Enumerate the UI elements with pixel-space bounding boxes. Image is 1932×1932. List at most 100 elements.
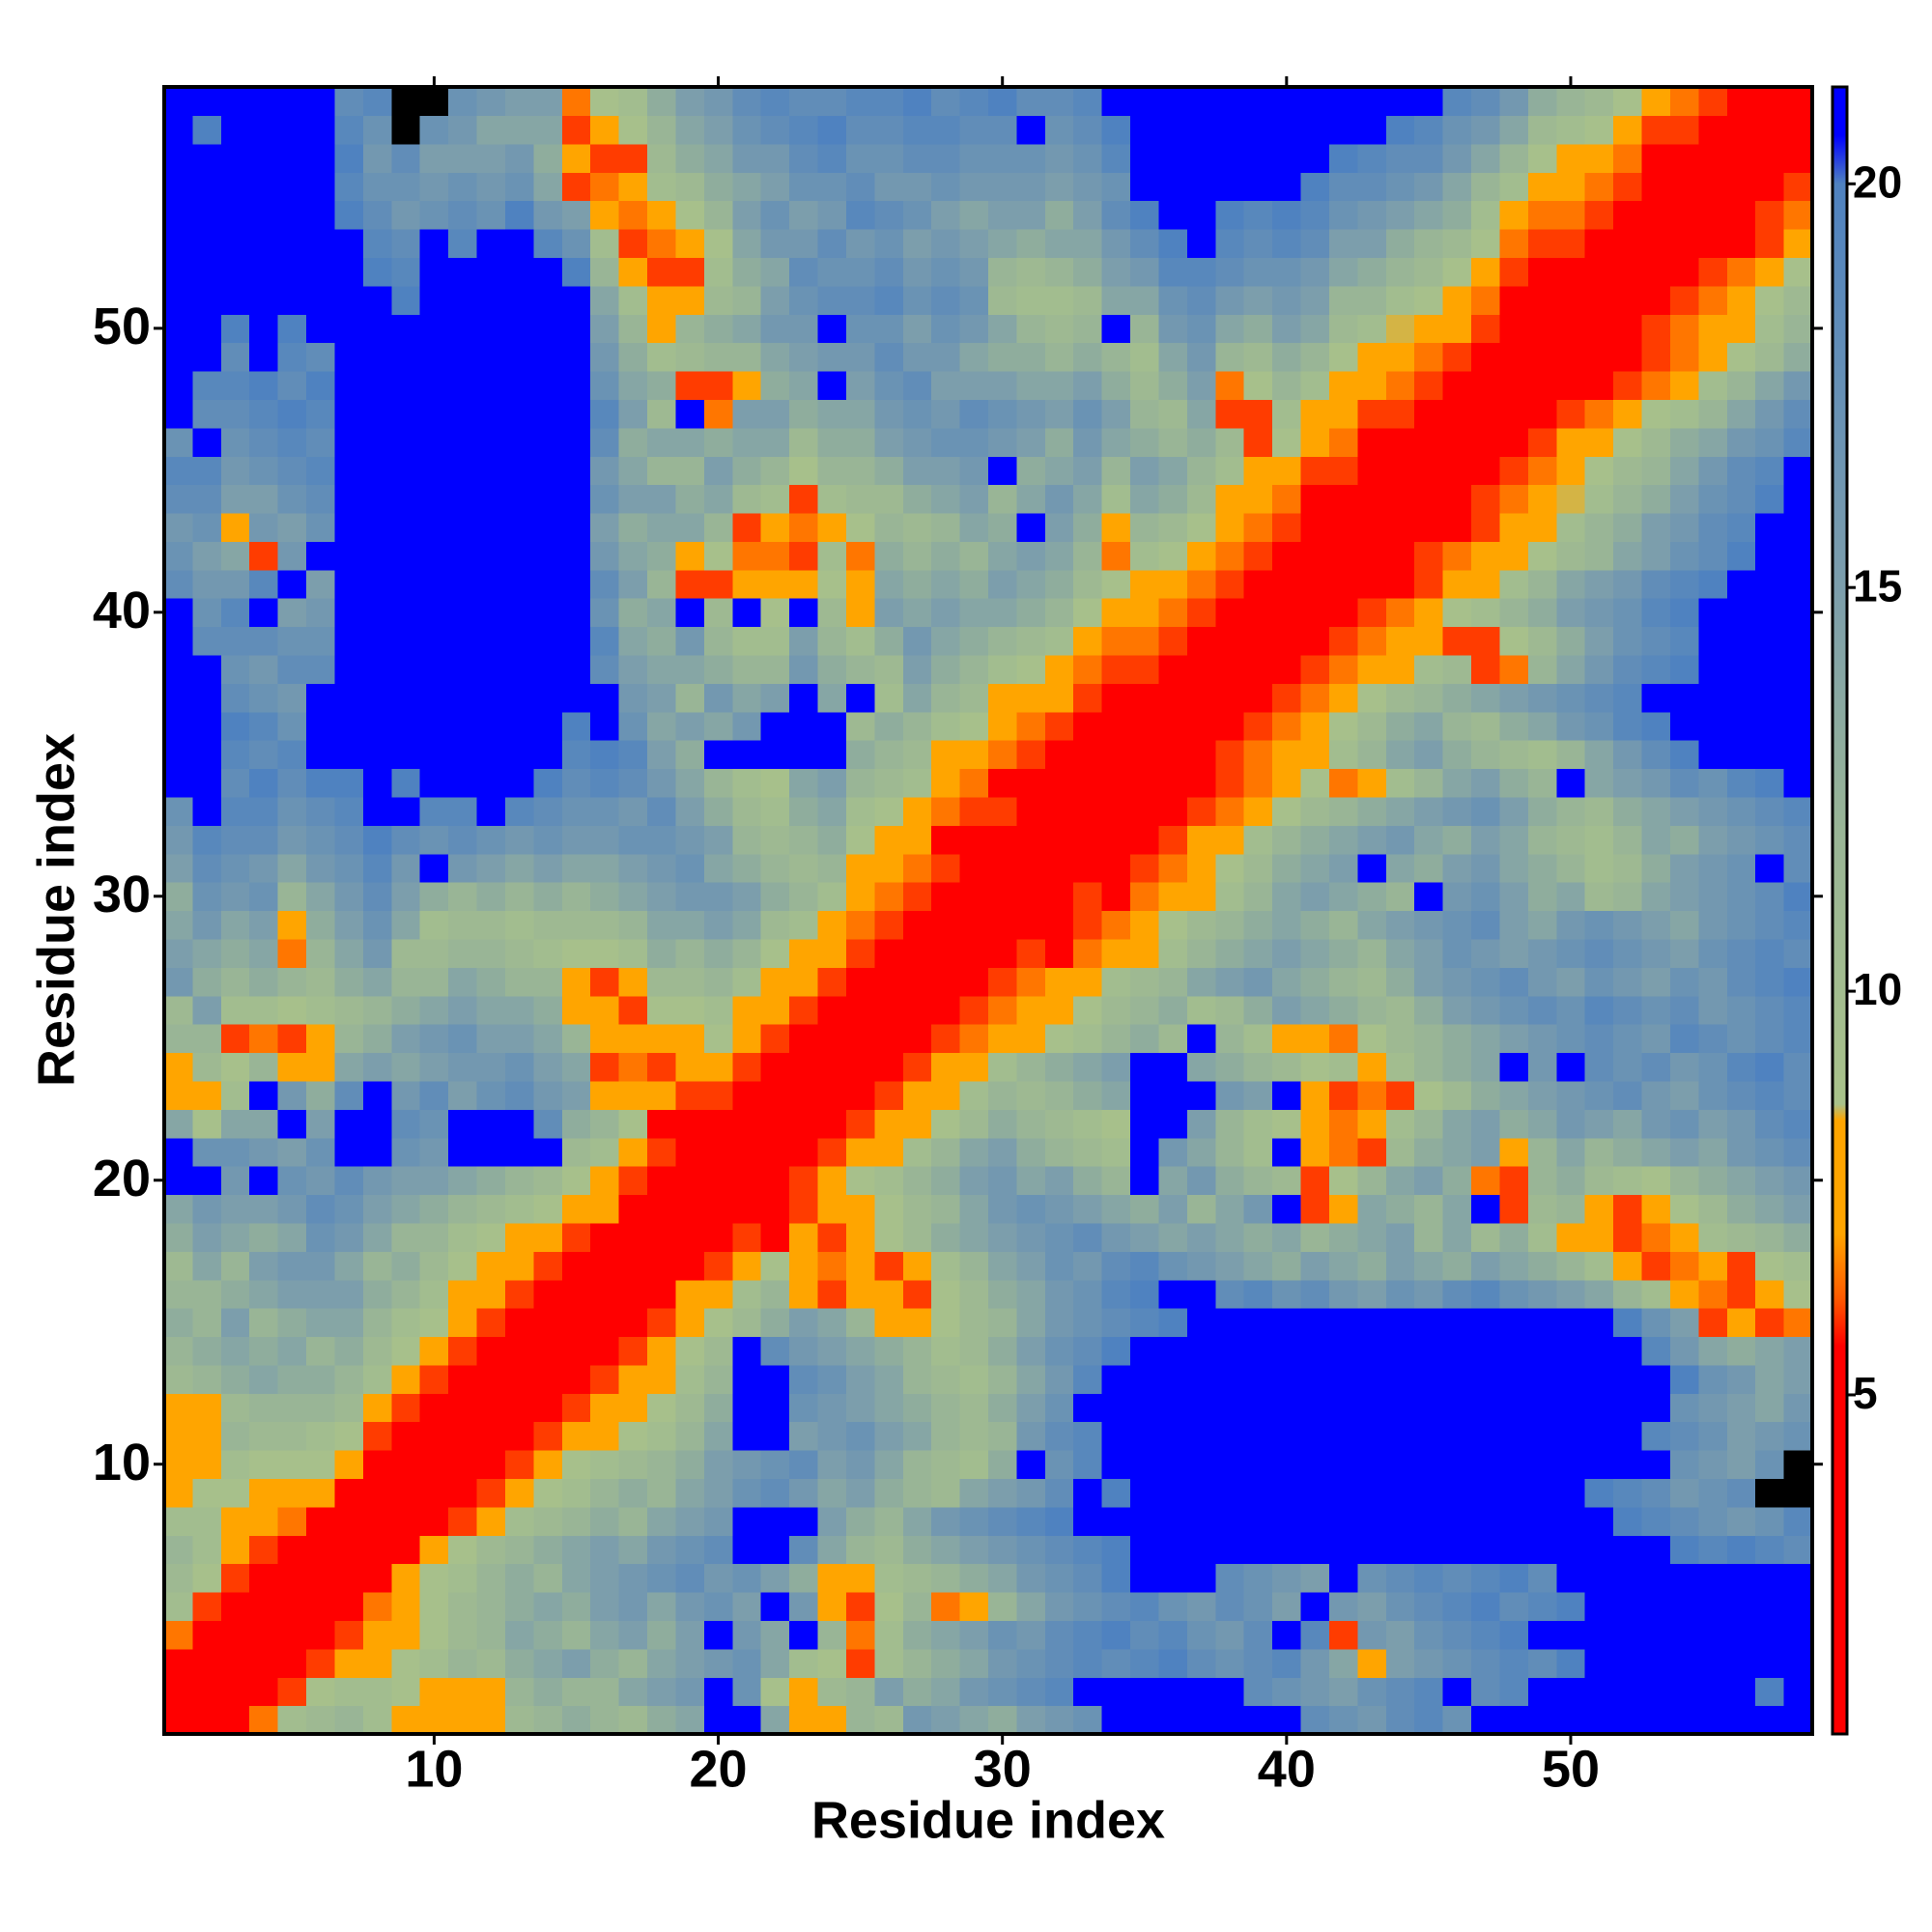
heatmap-cell bbox=[277, 1450, 307, 1480]
heatmap-cell bbox=[1328, 1222, 1358, 1252]
heatmap-cell bbox=[1044, 257, 1074, 287]
heatmap-cell bbox=[1186, 1336, 1216, 1366]
heatmap-cell bbox=[1300, 1308, 1330, 1338]
heatmap-cell bbox=[902, 1336, 932, 1366]
heatmap-cell bbox=[988, 1279, 1018, 1309]
heatmap-cell bbox=[618, 995, 648, 1025]
heatmap-cell bbox=[1044, 796, 1074, 826]
heatmap-cell bbox=[1385, 1450, 1415, 1480]
heatmap-cell bbox=[590, 541, 620, 571]
heatmap-cell bbox=[647, 1137, 677, 1167]
heatmap-cell bbox=[959, 1024, 989, 1054]
heatmap-cell bbox=[874, 1705, 904, 1735]
heatmap-cell bbox=[1016, 1222, 1046, 1252]
heatmap-cell bbox=[1016, 626, 1046, 656]
heatmap-cell bbox=[675, 512, 705, 542]
heatmap-cell bbox=[1044, 853, 1074, 883]
heatmap-cell bbox=[1186, 967, 1216, 997]
heatmap-cell bbox=[845, 1506, 875, 1536]
heatmap-cell bbox=[1584, 1109, 1614, 1139]
heatmap-cell bbox=[988, 995, 1018, 1025]
heatmap-cell bbox=[590, 910, 620, 940]
heatmap-cell bbox=[1499, 1478, 1529, 1508]
heatmap-cell bbox=[334, 768, 364, 798]
heatmap-cell bbox=[1300, 1421, 1330, 1451]
heatmap-cell bbox=[476, 1705, 506, 1735]
heatmap-cell bbox=[1243, 285, 1273, 315]
heatmap-cell bbox=[220, 1251, 250, 1281]
heatmap-cell bbox=[618, 796, 648, 826]
heatmap-cell bbox=[1130, 143, 1160, 173]
heatmap-cell bbox=[391, 1393, 421, 1423]
heatmap-cell bbox=[1158, 1620, 1188, 1650]
heatmap-cell bbox=[277, 285, 307, 315]
heatmap-cell bbox=[391, 512, 421, 542]
heatmap-cell bbox=[277, 626, 307, 656]
heatmap-cell bbox=[931, 796, 961, 826]
heatmap-cell bbox=[959, 1648, 989, 1678]
heatmap-cell bbox=[988, 1308, 1018, 1338]
heatmap-cell bbox=[1783, 370, 1813, 400]
heatmap-cell bbox=[334, 1166, 364, 1196]
heatmap-cell bbox=[1613, 1308, 1643, 1338]
heatmap-cell bbox=[1726, 1506, 1756, 1536]
heatmap-cell bbox=[1755, 370, 1785, 400]
heatmap-cell bbox=[817, 1080, 847, 1110]
heatmap-cell bbox=[817, 257, 847, 287]
heatmap-cell bbox=[1044, 541, 1074, 571]
heatmap-cell bbox=[249, 1109, 279, 1139]
heatmap-cell bbox=[618, 512, 648, 542]
heatmap-cell bbox=[419, 399, 449, 429]
heatmap-cell bbox=[1414, 484, 1444, 514]
heatmap-cell bbox=[618, 1677, 648, 1707]
heatmap-cell bbox=[334, 825, 364, 855]
heatmap-cell bbox=[590, 1080, 620, 1110]
heatmap-cell bbox=[419, 257, 449, 287]
heatmap-cell bbox=[362, 200, 392, 230]
heatmap-cell bbox=[988, 967, 1018, 997]
heatmap-cell bbox=[1044, 1506, 1074, 1536]
heatmap-cell bbox=[1499, 1080, 1529, 1110]
heatmap-cell bbox=[1556, 1279, 1586, 1309]
heatmap-cell bbox=[647, 200, 677, 230]
heatmap-cell bbox=[1613, 200, 1643, 230]
heatmap-cell bbox=[533, 1450, 563, 1480]
heatmap-cell bbox=[533, 1024, 563, 1054]
heatmap-cell bbox=[732, 541, 762, 571]
heatmap-cell bbox=[789, 257, 819, 287]
heatmap-cell bbox=[192, 853, 222, 883]
heatmap-cell bbox=[789, 1506, 819, 1536]
heatmap-cell bbox=[164, 143, 194, 173]
heatmap-cell bbox=[703, 484, 733, 514]
heatmap-cell bbox=[419, 711, 449, 741]
heatmap-cell bbox=[618, 314, 648, 344]
heatmap-cell bbox=[1101, 1620, 1131, 1650]
heatmap-cell bbox=[1243, 1308, 1273, 1338]
heatmap-cell bbox=[931, 1080, 961, 1110]
heatmap-cell bbox=[1130, 228, 1160, 258]
heatmap-cell bbox=[647, 512, 677, 542]
heatmap-cell bbox=[277, 1677, 307, 1707]
heatmap-cell bbox=[1385, 740, 1415, 770]
heatmap-cell bbox=[845, 172, 875, 202]
heatmap-cell bbox=[1698, 143, 1728, 173]
heatmap-cell bbox=[533, 1478, 563, 1508]
heatmap-cell bbox=[618, 484, 648, 514]
heatmap-cell bbox=[1442, 115, 1472, 145]
heatmap-cell bbox=[1130, 1450, 1160, 1480]
heatmap-cell bbox=[164, 1336, 194, 1366]
heatmap-cell bbox=[334, 1308, 364, 1338]
heatmap-cell bbox=[334, 427, 364, 457]
heatmap-cell bbox=[1527, 1251, 1557, 1281]
heatmap-cell bbox=[448, 1194, 478, 1224]
heatmap-cell bbox=[561, 115, 591, 145]
heatmap-cell bbox=[249, 1506, 279, 1536]
heatmap-cell bbox=[164, 1592, 194, 1622]
heatmap-cell bbox=[1385, 1421, 1415, 1451]
heatmap-cell bbox=[1016, 1421, 1046, 1451]
heatmap-cell bbox=[817, 1052, 847, 1082]
heatmap-cell bbox=[1243, 1109, 1273, 1139]
heatmap-cell bbox=[306, 1222, 336, 1252]
heatmap-cell bbox=[1016, 484, 1046, 514]
heatmap-cell bbox=[1243, 882, 1273, 912]
